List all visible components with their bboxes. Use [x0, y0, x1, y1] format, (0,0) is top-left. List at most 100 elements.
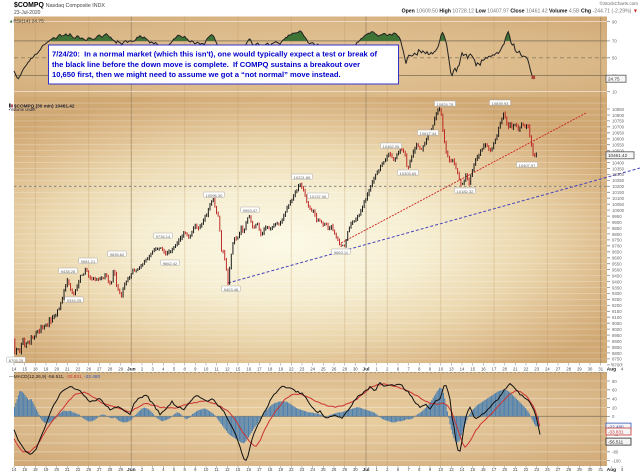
svg-text:9800: 9800 — [612, 232, 622, 237]
svg-text:31: 31 — [598, 367, 603, 372]
svg-text:1: 1 — [376, 367, 379, 372]
svg-text:15: 15 — [470, 467, 475, 472]
svg-text:90: 90 — [612, 19, 617, 24]
svg-text:8900: 8900 — [612, 339, 622, 344]
svg-text:Jun: Jun — [127, 367, 136, 373]
svg-text:$COMPQ (30 min) 10461.42: $COMPQ (30 min) 10461.42 — [14, 103, 75, 108]
svg-text:14: 14 — [460, 467, 465, 472]
svg-text:-100: -100 — [612, 458, 621, 463]
svg-text:9200: 9200 — [612, 303, 622, 308]
svg-text:▪Volume undef: ▪Volume undef — [9, 107, 36, 112]
svg-text:10150: 10150 — [612, 190, 625, 195]
svg-text:9: 9 — [194, 367, 197, 372]
svg-text:19: 19 — [44, 367, 49, 372]
svg-text:9662.42: 9662.42 — [163, 261, 178, 266]
svg-text:50: 50 — [612, 56, 617, 61]
svg-text:27: 27 — [556, 367, 561, 372]
svg-text:6: 6 — [397, 467, 400, 472]
svg-text:11: 11 — [215, 367, 220, 372]
svg-text:16: 16 — [246, 367, 251, 372]
svg-text:10221.85: 10221.85 — [294, 175, 311, 180]
svg-text:Open 10609.50 High 10728.12 Lo: Open 10609.50 High 10728.12 Low 10407.97… — [402, 9, 638, 15]
svg-text:10: 10 — [612, 89, 617, 94]
svg-text:9150: 9150 — [612, 309, 622, 314]
svg-text:21: 21 — [513, 367, 518, 372]
svg-text:60: 60 — [612, 388, 617, 393]
svg-text:15: 15 — [22, 467, 27, 472]
svg-text:22: 22 — [289, 467, 294, 472]
svg-text:8700: 8700 — [612, 363, 622, 368]
svg-text:26: 26 — [86, 367, 91, 372]
svg-text:15: 15 — [236, 467, 241, 472]
svg-text:10350: 10350 — [612, 166, 625, 171]
svg-text:23: 23 — [534, 367, 539, 372]
svg-text:8850: 8850 — [612, 345, 622, 350]
svg-text:9450: 9450 — [612, 273, 622, 278]
svg-text:15: 15 — [470, 367, 475, 372]
svg-text:25: 25 — [321, 467, 326, 472]
svg-text:20: 20 — [612, 405, 617, 410]
svg-text:24: 24 — [545, 467, 550, 472]
svg-text:9700: 9700 — [612, 244, 622, 249]
svg-text:28: 28 — [566, 467, 571, 472]
svg-text:10200: 10200 — [612, 184, 625, 189]
svg-text:9581.21: 9581.21 — [81, 259, 96, 264]
svg-text:10839.93: 10839.93 — [492, 101, 509, 106]
svg-text:25: 25 — [321, 367, 326, 372]
svg-text:9736.14: 9736.14 — [156, 234, 171, 239]
svg-text:29: 29 — [342, 467, 347, 472]
svg-text:9: 9 — [194, 467, 197, 472]
svg-text:4: 4 — [621, 367, 624, 372]
svg-text:8750: 8750 — [612, 357, 622, 362]
svg-text:19: 19 — [278, 467, 283, 472]
svg-text:80: 80 — [612, 379, 617, 384]
svg-text:9953.47: 9953.47 — [243, 208, 258, 213]
svg-text:2: 2 — [141, 467, 144, 472]
svg-text:9600: 9600 — [612, 256, 622, 261]
svg-text:18: 18 — [33, 467, 38, 472]
svg-text:2: 2 — [386, 367, 389, 372]
svg-text:40: 40 — [612, 397, 617, 402]
svg-text:24: 24 — [545, 367, 550, 372]
svg-text:4: 4 — [162, 367, 165, 372]
svg-text:20: 20 — [54, 367, 59, 372]
svg-text:10: 10 — [438, 367, 443, 372]
svg-text:8800: 8800 — [612, 351, 622, 356]
svg-text:29: 29 — [577, 467, 582, 472]
svg-text:17: 17 — [492, 367, 497, 372]
svg-text:9100: 9100 — [612, 315, 622, 320]
svg-text:10303.65: 10303.65 — [400, 171, 417, 176]
svg-text:70: 70 — [612, 39, 617, 44]
svg-text:9400: 9400 — [612, 279, 622, 284]
svg-text:8: 8 — [418, 467, 421, 472]
svg-text:10100: 10100 — [612, 196, 625, 201]
svg-text:9900: 9900 — [612, 220, 622, 225]
svg-text:18: 18 — [268, 467, 273, 472]
svg-text:22: 22 — [76, 367, 81, 372]
svg-text:10824.78: 10824.78 — [437, 102, 454, 107]
svg-text:12: 12 — [225, 367, 230, 372]
svg-text:29: 29 — [118, 367, 123, 372]
svg-text:9: 9 — [429, 467, 432, 472]
svg-text:26: 26 — [332, 367, 337, 372]
svg-text:22: 22 — [289, 367, 294, 372]
svg-text:-22.480: -22.480 — [608, 425, 624, 430]
svg-text:19: 19 — [278, 367, 283, 372]
svg-text:9000: 9000 — [612, 327, 622, 332]
svg-text:10500: 10500 — [612, 149, 625, 154]
svg-text:24: 24 — [310, 367, 315, 372]
svg-text:30: 30 — [588, 467, 593, 472]
svg-text:9950: 9950 — [612, 214, 622, 219]
svg-text:23: 23 — [300, 367, 305, 372]
svg-text:10850: 10850 — [612, 107, 625, 112]
svg-text:29: 29 — [342, 367, 347, 372]
svg-text:15: 15 — [22, 367, 27, 372]
svg-text:10550: 10550 — [612, 143, 625, 148]
svg-text:16: 16 — [481, 467, 486, 472]
svg-text:9550: 9550 — [612, 262, 622, 267]
svg-text:9750: 9750 — [612, 238, 622, 243]
svg-text:10300: 10300 — [612, 172, 625, 177]
svg-text:▲RSI(14) 24.75: ▲RSI(14) 24.75 — [9, 18, 44, 24]
svg-text:10750: 10750 — [612, 119, 625, 124]
svg-text:31: 31 — [598, 467, 603, 472]
